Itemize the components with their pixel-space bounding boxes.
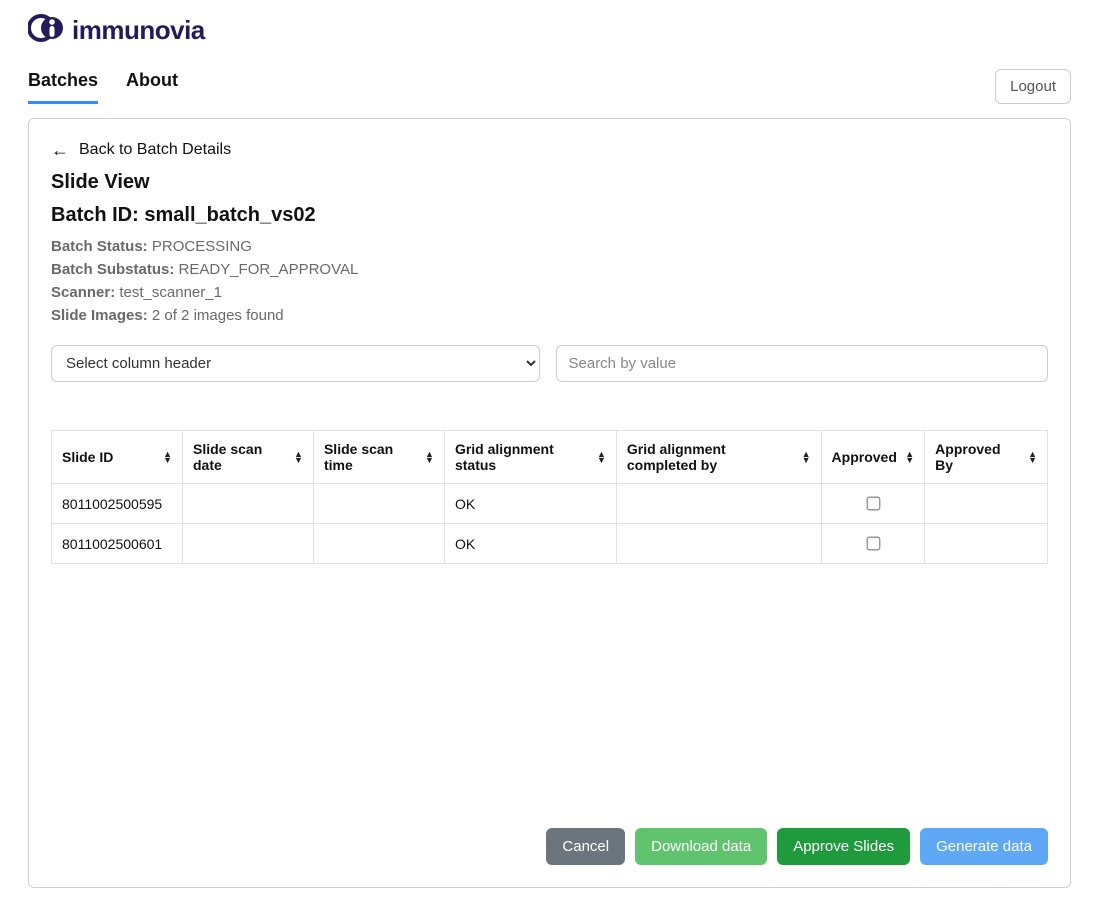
nav-tabs: Batches About: [28, 70, 178, 104]
sort-icon[interactable]: ▲▼: [905, 451, 914, 463]
slides-table: Slide ID▲▼Slide scan date▲▼Slide scan ti…: [51, 430, 1048, 564]
table-row: 8011002500595 OK: [52, 484, 1048, 524]
meta-status-value: PROCESSING: [152, 238, 252, 255]
app-header: immunovia: [28, 0, 1071, 51]
back-link[interactable]: ← Back to Batch Details: [51, 141, 1048, 159]
column-header-approved_by[interactable]: Approved By ▲▼: [925, 431, 1048, 484]
cell-approved: [821, 524, 925, 564]
table-row: 8011002500601 OK: [52, 524, 1048, 564]
column-header-label: Slide scan time: [324, 441, 419, 473]
cell-scan_time: [313, 524, 444, 564]
meta-scanner-label: Scanner:: [51, 284, 115, 301]
column-header-slide_id[interactable]: Slide ID ▲▼: [52, 431, 183, 484]
meta-scanner: Scanner: test_scanner_1: [51, 284, 1048, 301]
brand-logo: immunovia: [28, 10, 205, 51]
tab-about[interactable]: About: [126, 70, 178, 104]
column-header-scan_time[interactable]: Slide scan time ▲▼: [313, 431, 444, 484]
meta-scanner-value: test_scanner_1: [119, 284, 222, 301]
sort-icon[interactable]: ▲▼: [425, 451, 434, 463]
batch-id-label: Batch ID:: [51, 204, 139, 226]
approved-checkbox[interactable]: [867, 497, 881, 511]
column-header-approved[interactable]: Approved ▲▼: [821, 431, 925, 484]
cell-approved_by: [925, 484, 1048, 524]
meta-images-label: Slide Images:: [51, 307, 148, 324]
search-input[interactable]: [556, 345, 1049, 382]
cell-ga_status: OK: [444, 524, 616, 564]
column-header-label: Slide scan date: [193, 441, 288, 473]
meta-substatus: Batch Substatus: READY_FOR_APPROVAL: [51, 261, 1048, 278]
column-header-label: Grid alignment status: [455, 441, 591, 473]
batch-id-heading: Batch ID: small_batch_vs02: [51, 204, 1048, 227]
tab-batches[interactable]: Batches: [28, 70, 98, 104]
meta-images-value: 2 of 2 images found: [152, 307, 284, 324]
sort-icon[interactable]: ▲▼: [802, 451, 811, 463]
meta-images: Slide Images: 2 of 2 images found: [51, 307, 1048, 324]
sort-icon[interactable]: ▲▼: [1028, 451, 1037, 463]
cell-slide_id: 8011002500595: [52, 484, 183, 524]
footer-actions: Cancel Download data Approve Slides Gene…: [51, 808, 1048, 865]
cell-scan_date: [182, 484, 313, 524]
column-header-ga_by[interactable]: Grid alignment completed by ▲▼: [616, 431, 821, 484]
sort-icon[interactable]: ▲▼: [597, 451, 606, 463]
sort-icon[interactable]: ▲▼: [294, 451, 303, 463]
meta-status-label: Batch Status:: [51, 238, 148, 255]
generate-data-button[interactable]: Generate data: [920, 828, 1048, 865]
cell-ga_by: [616, 524, 821, 564]
main-panel: ← Back to Batch Details Slide View Batch…: [28, 118, 1071, 888]
meta-substatus-label: Batch Substatus:: [51, 261, 174, 278]
meta-substatus-value: READY_FOR_APPROVAL: [179, 261, 359, 278]
brand-name: immunovia: [72, 15, 205, 46]
cell-approved_by: [925, 524, 1048, 564]
cell-ga_status: OK: [444, 484, 616, 524]
column-header-label: Approved: [832, 449, 897, 465]
column-header-scan_date[interactable]: Slide scan date ▲▼: [182, 431, 313, 484]
approved-checkbox[interactable]: [867, 537, 881, 551]
batch-id-value: small_batch_vs02: [144, 204, 315, 226]
nav-row: Batches About Logout: [28, 69, 1071, 104]
cell-slide_id: 8011002500601: [52, 524, 183, 564]
sort-icon[interactable]: ▲▼: [163, 451, 172, 463]
cell-approved: [821, 484, 925, 524]
column-header-ga_status[interactable]: Grid alignment status ▲▼: [444, 431, 616, 484]
arrow-left-icon: ←: [51, 141, 69, 159]
download-data-button[interactable]: Download data: [635, 828, 767, 865]
slides-table-body: 8011002500595 OK 8011002500601 OK: [52, 484, 1048, 564]
cancel-button[interactable]: Cancel: [546, 828, 625, 865]
column-header-label: Approved By: [935, 441, 1022, 473]
column-header-select[interactable]: Select column header: [51, 345, 540, 382]
column-header-label: Slide ID: [62, 449, 113, 465]
cell-scan_time: [313, 484, 444, 524]
back-link-label: Back to Batch Details: [79, 141, 231, 159]
cell-ga_by: [616, 484, 821, 524]
brand-logo-icon: [28, 10, 64, 51]
cell-scan_date: [182, 524, 313, 564]
column-header-label: Grid alignment completed by: [627, 441, 796, 473]
page-title: Slide View: [51, 171, 1048, 194]
slides-table-head: Slide ID▲▼Slide scan date▲▼Slide scan ti…: [52, 431, 1048, 484]
meta-status: Batch Status: PROCESSING: [51, 238, 1048, 255]
filter-row: Select column header: [51, 345, 1048, 382]
logout-button[interactable]: Logout: [995, 69, 1071, 104]
approve-slides-button[interactable]: Approve Slides: [777, 828, 910, 865]
